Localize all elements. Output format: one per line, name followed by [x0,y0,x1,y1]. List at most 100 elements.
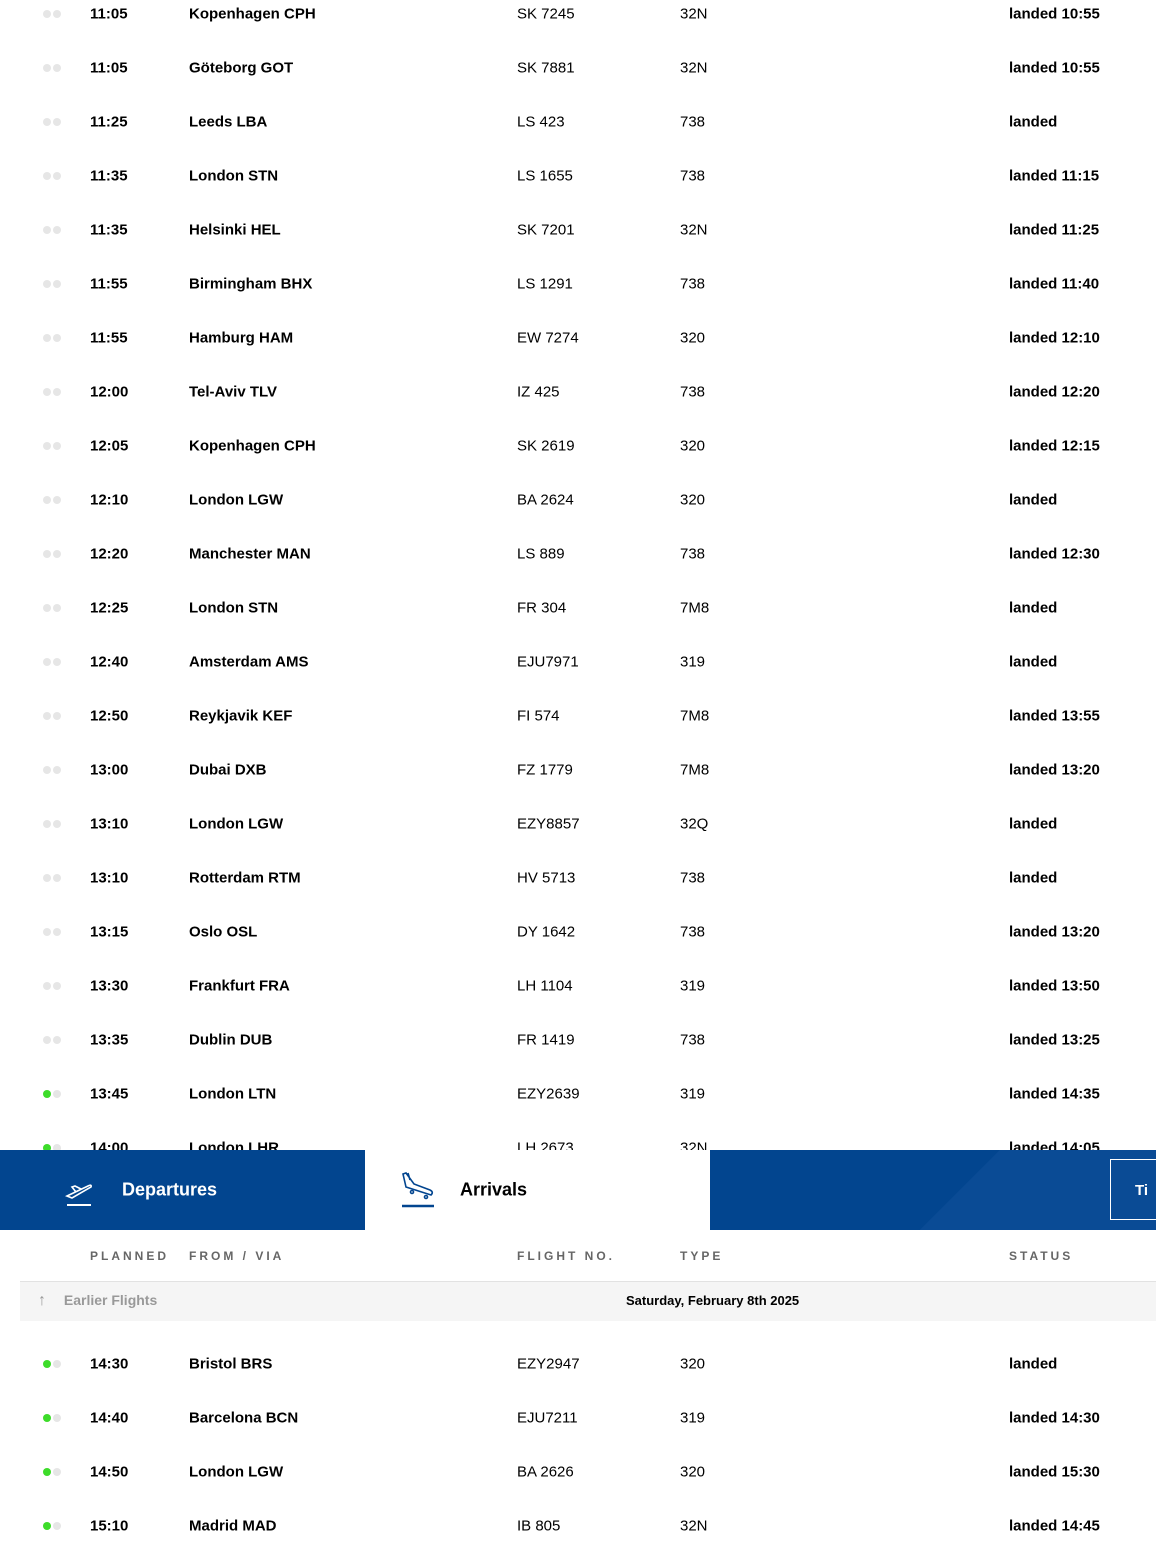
origin-city: Bristol BRS [189,1355,273,1373]
status-indicator [43,928,63,936]
status-indicator [43,1360,63,1368]
flight-row[interactable]: 13:15 Oslo OSL DY 1642 738 landed 13:20 [0,905,1156,959]
idle-dot-icon [53,874,61,882]
status-indicator [43,10,63,18]
aircraft-type: 32N [680,1517,708,1535]
flight-row[interactable]: 11:35 London STN LS 1655 738 landed 11:15 [0,149,1156,203]
flight-status: landed [1009,815,1058,833]
flight-row[interactable]: 12:25 London STN FR 304 7M8 landed [0,581,1156,635]
origin-city: London STN [189,599,279,617]
origin-city: Göteborg GOT [189,59,294,77]
live-dot-icon [43,334,51,342]
live-dot-icon [43,1468,51,1476]
live-dot-icon [43,172,51,180]
planned-time: 11:25 [90,113,128,131]
aircraft-type: 319 [680,1409,706,1427]
flight-row[interactable]: 13:35 Dublin DUB FR 1419 738 landed 13:25 [0,1013,1156,1067]
live-dot-icon [43,388,51,396]
tab-arrivals[interactable]: Arrivals [365,1150,710,1230]
flight-number: FR 1419 [517,1031,575,1049]
status-indicator [43,712,63,720]
tab-bar: Departures Arrivals Ti [0,1150,1156,1230]
aircraft-type: 738 [680,923,706,941]
flight-row[interactable]: 14:50 London LGW BA 2626 320 landed 15:30 [0,1445,1156,1499]
flight-row[interactable]: 11:35 Helsinki HEL SK 7201 32N landed 11:25 [0,203,1156,257]
flight-row[interactable]: 12:00 Tel-Aviv TLV IZ 425 738 landed 12:20 [0,365,1156,419]
flight-status: landed [1009,869,1058,887]
live-dot-icon [43,1036,51,1044]
planned-time: 12:00 [90,383,129,401]
live-dot-icon [43,982,51,990]
flight-row[interactable]: 14:00 London LHR LH 2673 32N landed 14:05 [0,1121,1156,1150]
idle-dot-icon [53,658,61,666]
aircraft-type: 320 [680,491,706,509]
idle-dot-icon [53,64,61,72]
origin-city: Manchester MAN [189,545,311,563]
origin-city: London LGW [189,1463,284,1481]
aircraft-type: 738 [680,167,706,185]
flight-row[interactable]: 11:05 Göteborg GOT SK 7881 32N landed 10:55 [0,41,1156,95]
live-dot-icon [43,1522,51,1530]
planned-time: 11:05 [90,59,128,77]
origin-city: Dublin DUB [189,1031,273,1049]
idle-dot-icon [53,1144,61,1150]
flight-row[interactable]: 15:10 Madrid MAD IB 805 32N landed 14:45 [0,1499,1156,1553]
earlier-flights-button[interactable]: ↑ Earlier Flights [38,1292,157,1310]
idle-dot-icon [53,712,61,720]
planned-time: 14:50 [90,1463,129,1481]
aircraft-type: 32N [680,59,708,77]
flight-row[interactable]: 13:10 Rotterdam RTM HV 5713 738 landed [0,851,1156,905]
flight-row[interactable]: 12:05 Kopenhagen CPH SK 2619 320 landed 12:1… [0,419,1156,473]
aircraft-type: 7M8 [680,599,710,617]
flight-status: landed [1009,113,1058,131]
flight-status: landed 10:55 [1009,59,1100,77]
flight-row[interactable]: 13:10 London LGW EZY8857 32Q landed [0,797,1156,851]
tab-arrivals-label: Arrivals [460,1179,528,1200]
aircraft-type: 319 [680,1085,706,1103]
time-button[interactable]: Ti [1110,1159,1156,1220]
status-indicator [43,280,63,288]
flight-row[interactable]: 11:05 Kopenhagen CPH SK 7245 32N landed 10:5… [0,0,1156,41]
planned-time: 11:55 [90,275,128,293]
flight-row[interactable]: 11:25 Leeds LBA LS 423 738 landed [0,95,1156,149]
flight-number: EW 7274 [517,329,579,347]
column-flight: FLIGHT NO. [517,1249,615,1263]
idle-dot-icon [53,550,61,558]
flight-status: landed [1009,491,1058,509]
column-status: STATUS [1009,1249,1074,1263]
origin-city: Frankfurt FRA [189,977,290,995]
flight-row[interactable]: 13:00 Dubai DXB FZ 1779 7M8 landed 13:20 [0,743,1156,797]
tab-departures-label: Departures [122,1179,218,1200]
flight-row[interactable]: 12:50 Reykjavik KEF FI 574 7M8 landed 13:55 [0,689,1156,743]
origin-city: London STN [189,167,279,185]
flight-number: HV 5713 [517,869,576,887]
planned-time: 13:00 [90,761,129,779]
status-indicator [43,1522,63,1530]
idle-dot-icon [53,442,61,450]
flight-row[interactable]: 14:40 Barcelona BCN EJU7211 319 landed 14:30 [0,1391,1156,1445]
idle-dot-icon [53,496,61,504]
flight-row[interactable]: 11:55 Hamburg HAM EW 7274 320 landed 12:10 [0,311,1156,365]
idle-dot-icon [53,1360,61,1368]
planned-time: 11:35 [90,167,128,185]
origin-city: London LGW [189,491,284,509]
flight-row[interactable]: 12:10 London LGW BA 2624 320 landed [0,473,1156,527]
aircraft-type: 32Q [680,815,709,833]
flight-row[interactable]: 13:45 London LTN EZY2639 319 landed 14:35 [0,1067,1156,1121]
flight-number: SK 7201 [517,221,575,239]
flight-row[interactable]: 14:30 Bristol BRS EZY2947 320 landed [0,1337,1156,1391]
flight-row[interactable]: 12:40 Amsterdam AMS EJU7971 319 landed [0,635,1156,689]
flight-status: landed 14:05 [1009,1139,1100,1151]
flight-row[interactable]: 11:55 Birmingham BHX LS 1291 738 landed 11:4… [0,257,1156,311]
status-indicator [43,1144,63,1150]
flight-row[interactable]: 13:30 Frankfurt FRA LH 1104 319 landed 13:50 [0,959,1156,1013]
flight-number: FZ 1779 [517,761,573,779]
flight-row[interactable]: 12:20 Manchester MAN LS 889 738 landed 12:30 [0,527,1156,581]
status-indicator [43,874,63,882]
idle-dot-icon [53,172,61,180]
live-dot-icon [43,874,51,882]
flight-number: SK 7245 [517,5,575,23]
planned-time: 12:25 [90,599,129,617]
tab-departures[interactable]: Departures [0,1150,365,1230]
aircraft-type: 319 [680,653,706,671]
